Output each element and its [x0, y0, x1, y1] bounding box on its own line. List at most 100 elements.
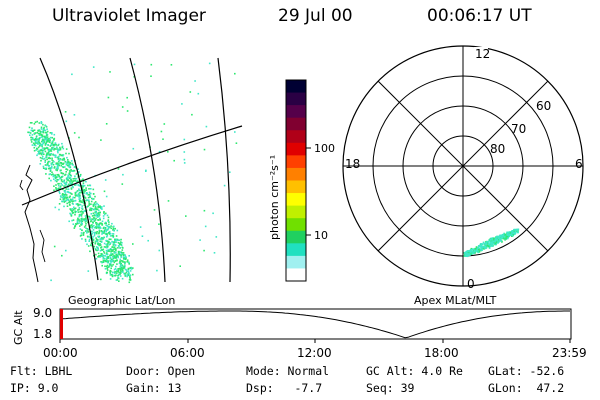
aurora-pixel	[512, 232, 515, 234]
aurora-pixel	[150, 75, 152, 77]
aurora-pixel	[119, 251, 121, 253]
aurora-pixel	[108, 233, 111, 235]
aurora-pixel	[40, 153, 43, 156]
aurora-pixel	[56, 176, 58, 178]
aurora-pixel	[76, 203, 79, 205]
aurora-pixel	[45, 135, 47, 138]
aurora-pixel	[66, 160, 69, 163]
aurora-pixel	[40, 134, 42, 137]
aurora-pixel	[53, 133, 56, 136]
aurora-pixel	[112, 249, 115, 251]
aurora-pixel	[94, 203, 97, 206]
aurora-pixel	[80, 191, 82, 194]
aurora-pixel	[103, 242, 106, 245]
aurora-pixel	[120, 268, 123, 271]
glon-info: GLon: 47.2	[488, 381, 565, 395]
aurora-pixel	[59, 148, 62, 151]
aurora-pixel	[91, 208, 94, 210]
aurora-pixel	[92, 239, 95, 241]
aurora-pixel	[479, 246, 482, 248]
aurora-pixel	[109, 260, 111, 262]
aurora-pixel	[126, 270, 128, 273]
aurora-pixel	[96, 225, 99, 228]
aurora-pixel	[511, 234, 514, 237]
aurora-pixel	[515, 230, 518, 232]
time-tick-1: 06:00	[170, 346, 205, 360]
aurora-pixel	[41, 147, 44, 149]
meridian-line	[129, 57, 166, 283]
aurora-pixel	[114, 272, 116, 274]
aurora-pixel	[229, 171, 231, 173]
aurora-pixel	[89, 207, 92, 209]
aurora-pixel	[506, 231, 509, 234]
aurora-pixel	[80, 221, 82, 223]
aurora-pixel	[45, 126, 48, 128]
aurora-pixel	[88, 191, 91, 194]
aurora-pixel	[122, 269, 124, 272]
aurora-pixel	[113, 271, 116, 273]
aurora-pixel	[98, 227, 100, 229]
aurora-pixel	[503, 232, 506, 235]
aurora-pixel	[63, 201, 66, 203]
aurora-pixel	[465, 250, 468, 253]
aurora-pixel	[46, 130, 49, 133]
mode-info: Mode: Normal	[246, 364, 330, 378]
aurora-pixel	[38, 132, 41, 135]
aurora-pixel	[66, 156, 68, 159]
aurora-pixel	[81, 220, 84, 223]
aurora-pixel	[74, 175, 76, 177]
aurora-pixel	[43, 157, 46, 160]
aurora-pixel	[33, 123, 36, 125]
aurora-pixel	[103, 246, 106, 248]
aurora-pixel	[494, 239, 497, 242]
aurora-pixel	[63, 185, 65, 187]
aurora-pixel	[82, 180, 85, 182]
aurora-pixel	[99, 205, 101, 207]
aurora-pixel	[45, 133, 48, 136]
aurora-pixel	[59, 146, 61, 149]
aurora-pixel	[508, 231, 510, 234]
aurora-pixel	[72, 223, 75, 225]
aurora-pixel	[122, 252, 124, 254]
aurora-pixel	[71, 182, 73, 184]
aurora-pixel	[65, 196, 67, 198]
aurora-pixel	[36, 131, 38, 134]
aurora-pixel	[472, 248, 474, 251]
aurora-pixel	[85, 227, 87, 229]
aurora-pixel	[103, 211, 105, 213]
aurora-pixel	[78, 189, 80, 192]
aurora-pixel	[109, 278, 112, 280]
aurora-pixel	[106, 267, 109, 270]
aurora-pixel	[85, 180, 87, 183]
aurora-pixel	[120, 260, 123, 262]
aurora-pixel	[44, 147, 47, 150]
aurora-pixel	[119, 243, 121, 246]
aurora-pixel	[81, 211, 83, 213]
aurora-pixel	[48, 148, 51, 151]
aurora-pixel	[72, 180, 74, 183]
aurora-pixel	[72, 219, 75, 221]
aurora-pixel	[94, 205, 97, 208]
aurora-pixel	[45, 153, 48, 156]
aurora-pixel	[64, 111, 67, 113]
aurora-pixel	[82, 210, 85, 213]
aurora-pixel	[84, 215, 87, 217]
aurora-pixel	[497, 241, 499, 244]
aurora-pixel	[508, 233, 511, 236]
aurora-pixel	[487, 245, 489, 248]
aurora-pixel	[498, 237, 501, 240]
aurora-pixel	[94, 242, 97, 245]
aurora-pixel	[52, 175, 55, 178]
aurora-pixel	[81, 205, 83, 207]
aurora-pixel	[90, 192, 92, 195]
aurora-pixel	[123, 267, 126, 269]
aurora-pixel	[55, 163, 57, 165]
aurora-pixel	[112, 256, 114, 258]
aurora-pixel	[83, 191, 85, 194]
aurora-pixel	[487, 244, 490, 247]
aurora-pixel	[60, 164, 62, 167]
aurora-pixel	[97, 206, 99, 208]
aurora-pixel	[45, 136, 47, 139]
aurora-pixel	[68, 203, 71, 206]
aurora-pixel	[491, 245, 494, 247]
